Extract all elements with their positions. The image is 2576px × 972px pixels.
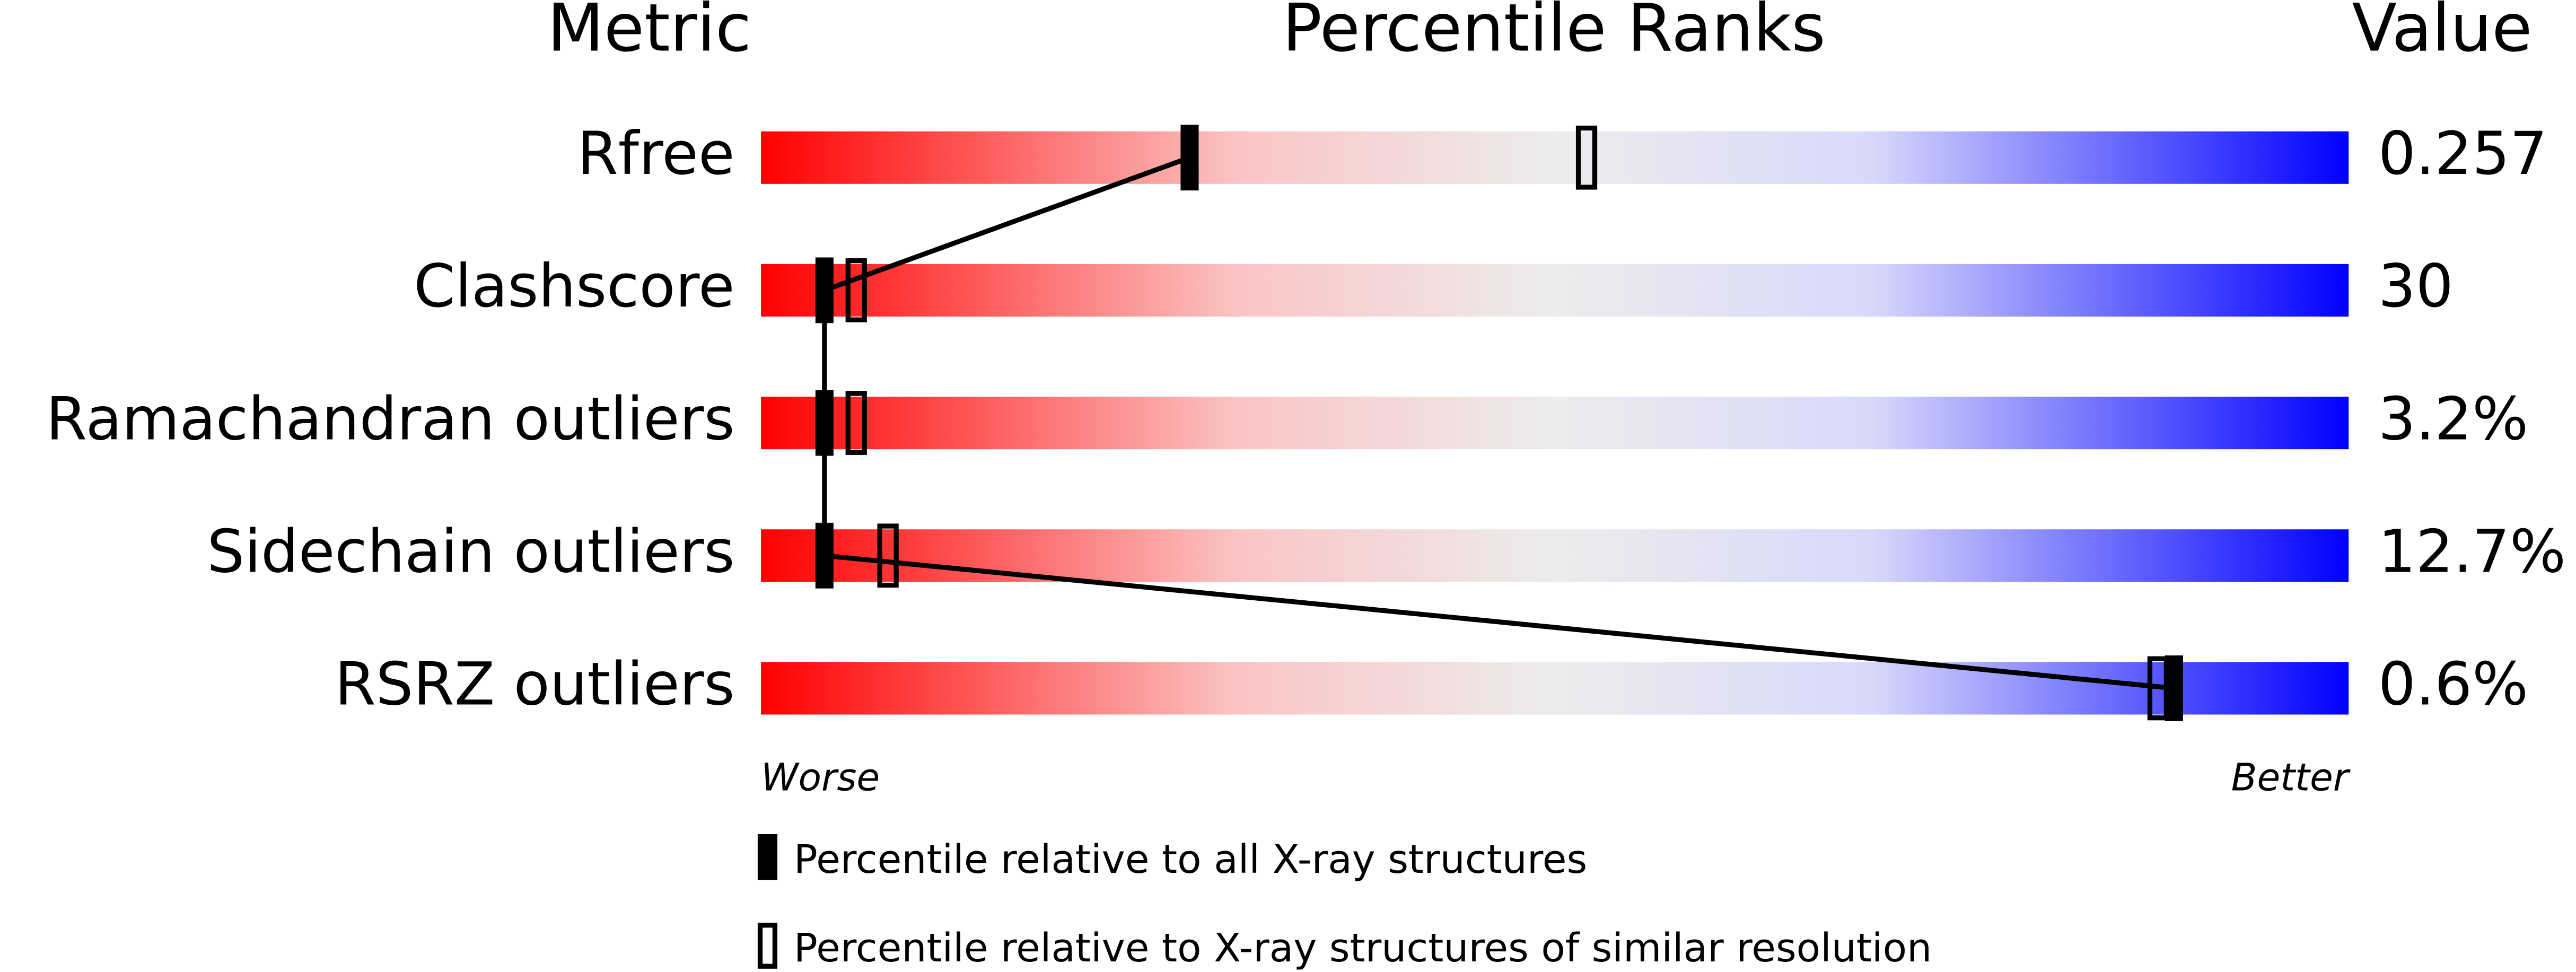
percentile-marker (815, 522, 834, 589)
percentile-marker-open (845, 391, 867, 455)
metric-value: 0.6% (2378, 651, 2528, 719)
legend-label: Percentile relative to X-ray structures … (794, 925, 1932, 971)
worse-label: Worse (761, 755, 880, 799)
metric-label: Ramachandran outliers (46, 385, 735, 453)
percentile-marker (815, 257, 834, 323)
percentile-bar (761, 397, 2349, 450)
percentile-bar (761, 131, 2349, 184)
metric-header: Metric (547, 0, 751, 67)
percentile-marker (1180, 125, 1199, 191)
legend-marker (757, 923, 778, 969)
percentile-marker-open (877, 523, 899, 588)
metric-value: 0.257 (2378, 120, 2547, 188)
percentile-bar (761, 264, 2349, 317)
legend-marker (757, 834, 778, 880)
metric-value: 12.7% (2378, 518, 2566, 586)
better-label: Better (2231, 755, 2351, 799)
percentile-marker (2165, 655, 2183, 721)
legend-label: Percentile relative to all X-ray structu… (794, 836, 1587, 882)
percentile-bar (761, 662, 2349, 715)
metric-label: Clashscore (414, 252, 734, 321)
metric-label: Sidechain outliers (207, 518, 734, 586)
chart-title: Percentile Ranks (1282, 0, 1825, 67)
metric-label: Rfree (577, 120, 734, 188)
metric-label: RSRZ outliers (335, 651, 734, 719)
value-header: Value (2352, 0, 2532, 67)
percentile-marker (815, 390, 834, 456)
percentile-marker-open (1575, 125, 1598, 190)
metric-value: 3.2% (2378, 385, 2528, 453)
metric-value: 30 (2378, 252, 2454, 321)
percentile-marker-open (845, 258, 867, 322)
